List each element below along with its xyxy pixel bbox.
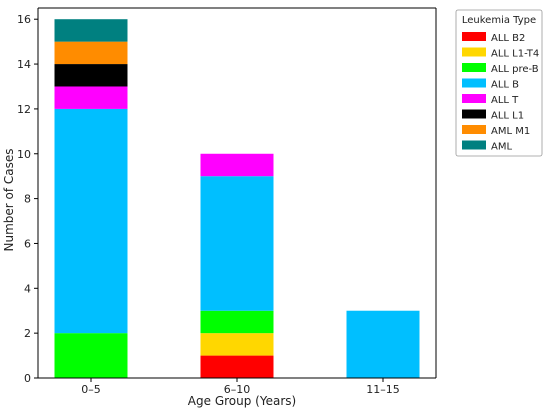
legend-swatch bbox=[462, 125, 486, 134]
bar-segment-all-pre-b-1 bbox=[54, 333, 128, 378]
y-tick-label: 8 bbox=[24, 193, 31, 206]
x-tick-label: 0–5 bbox=[81, 383, 101, 396]
y-tick-label: 0 bbox=[24, 372, 31, 385]
legend-label: ALL pre-B bbox=[491, 64, 539, 75]
y-tick-label: 16 bbox=[17, 13, 31, 26]
legend-label: ALL L1-T4 bbox=[491, 49, 539, 60]
bar-segment-all-b-2 bbox=[200, 176, 274, 311]
y-tick-label: 6 bbox=[24, 237, 31, 250]
y-tick-label: 12 bbox=[17, 103, 31, 116]
legend-label: ALL T bbox=[491, 95, 519, 106]
legend-swatch bbox=[462, 94, 486, 103]
legend-swatch bbox=[462, 109, 486, 119]
bar-segment-all-t-1 bbox=[54, 86, 128, 109]
legend-label: AML bbox=[491, 142, 512, 153]
bar-segment-all-b2-2 bbox=[200, 355, 274, 378]
x-axis-title: Age Group (Years) bbox=[188, 394, 296, 408]
axes-layer: 0 2 4 6 8 10 12 14 16 0–5 6–10 11–15 bbox=[17, 7, 437, 396]
legend-title: Leukemia Type bbox=[462, 15, 536, 26]
bar-segment-all-l1-1 bbox=[54, 64, 128, 87]
bar-segment-all-b-3 bbox=[346, 310, 420, 378]
y-tick-label: 14 bbox=[17, 58, 31, 71]
legend-label: ALL B bbox=[491, 80, 519, 91]
y-tick-label: 10 bbox=[17, 148, 31, 161]
x-tick-label: 6–10 bbox=[224, 383, 251, 396]
bar-segment-all-b-1 bbox=[54, 108, 128, 334]
legend-swatch bbox=[462, 63, 486, 72]
bar-segment-all-l1-t4-2 bbox=[200, 333, 274, 356]
legend-swatch bbox=[462, 140, 486, 150]
bar-segment-aml-m1-1 bbox=[54, 41, 128, 65]
legend-swatch bbox=[462, 32, 486, 41]
legend: Leukemia Type ALL B2 ALL L1-T4 ALL pre-B ALL… bbox=[455, 9, 543, 157]
legend-swatch bbox=[462, 47, 486, 57]
y-axis-title: Number of Cases bbox=[2, 148, 16, 251]
x-tick-label: 11–15 bbox=[366, 383, 400, 396]
legend-label: ALL L1 bbox=[491, 111, 524, 122]
bar-segment-all-t-2 bbox=[200, 153, 274, 177]
legend-label: ALL B2 bbox=[491, 33, 525, 44]
legend-label: AML M1 bbox=[491, 126, 530, 137]
y-tick-label: 2 bbox=[24, 327, 31, 340]
bar-segment-aml-1 bbox=[54, 19, 128, 42]
legend-swatch bbox=[462, 78, 486, 88]
bar-segment-all-pre-b-2 bbox=[200, 310, 274, 334]
y-tick-label: 4 bbox=[24, 282, 31, 295]
legend-box bbox=[455, 9, 543, 157]
bars-layer bbox=[54, 19, 420, 378]
